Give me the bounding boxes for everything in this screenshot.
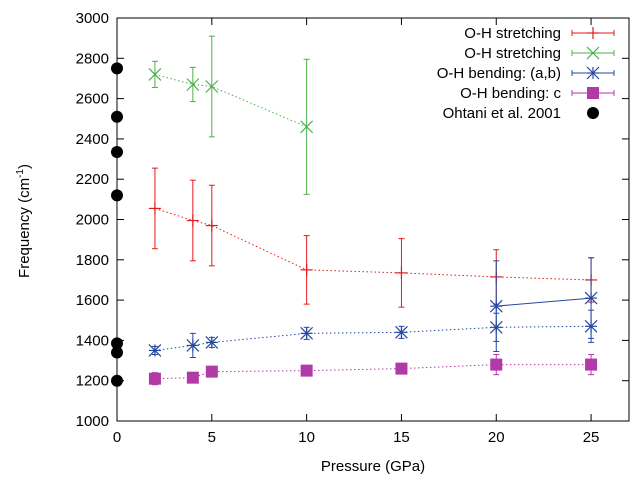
- data-point: [585, 358, 598, 371]
- x-tick-label: 10: [298, 429, 315, 446]
- legend-entry: Ohtani et al. 2001: [443, 105, 599, 122]
- legend-marker: [587, 27, 599, 39]
- data-point: [205, 219, 218, 232]
- y-tick-label: 1200: [76, 373, 109, 390]
- y-axis-label-base: Frequency (cm: [16, 178, 33, 278]
- y-tick-label: 3000: [76, 10, 109, 27]
- y-tick-label: 2400: [76, 131, 109, 148]
- legend-label: O-H stretching: [464, 25, 561, 42]
- series-line: [154, 73, 307, 128]
- data-point: [300, 364, 313, 377]
- y-tick-label: 1800: [76, 252, 109, 269]
- x-tick-label: 5: [208, 429, 216, 446]
- data-point: [148, 344, 162, 357]
- data-point: [148, 202, 161, 215]
- data-point: [395, 325, 408, 339]
- y-axis-label-sup: -1: [15, 169, 26, 178]
- data-point: [300, 263, 313, 276]
- legend-entry: O-H stretching: [464, 45, 615, 62]
- series-2: [148, 257, 598, 359]
- y-axis-label: Frequency (cm-1): [15, 164, 33, 278]
- data-point: [489, 299, 503, 313]
- legend-label: O-H bending: c: [460, 85, 561, 102]
- series-line: [154, 207, 592, 281]
- data-point: [186, 214, 199, 227]
- legend-marker: [587, 107, 599, 119]
- legend-label: O-H bending: (a,b): [437, 65, 561, 82]
- series-0: [148, 167, 598, 308]
- y-tick-label: 1400: [76, 332, 109, 349]
- series-line: [154, 364, 592, 380]
- x-tick-label: 25: [583, 429, 600, 446]
- x-tick-label: 20: [488, 429, 505, 446]
- data-point: [584, 291, 598, 305]
- series-line-solid: [496, 297, 592, 307]
- y-tick-label: 1000: [76, 413, 109, 430]
- data-point: [186, 339, 200, 352]
- series-line: [154, 325, 592, 351]
- y-tick-label: 1600: [76, 292, 109, 309]
- y-tick-label: 2800: [76, 50, 109, 67]
- legend-entry: O-H bending: c: [460, 85, 615, 102]
- data-point: [205, 365, 218, 378]
- data-point: [490, 358, 503, 371]
- data-point: [395, 266, 408, 279]
- y-tick-label: 2200: [76, 171, 109, 188]
- data-point: [584, 319, 598, 333]
- x-axis-label: Pressure (GPa): [321, 458, 425, 475]
- data-point: [205, 80, 219, 93]
- data-point: [186, 371, 199, 384]
- legend-label: O-H stretching: [464, 45, 561, 62]
- legend-marker: [586, 66, 600, 80]
- data-point: [205, 335, 219, 349]
- y-tick-label: 2000: [76, 212, 109, 229]
- x-tick-label: 15: [393, 429, 410, 446]
- legend-entry: O-H stretching: [464, 25, 615, 42]
- legend-entry: O-H bending: (a,b): [437, 65, 615, 82]
- data-point: [148, 67, 162, 81]
- axes: 1000 1200 1400 1600 1800 2000 2200 2400 2600 2800…: [76, 10, 630, 446]
- y-axis-label-tail: ): [16, 164, 33, 169]
- data-point: [148, 372, 161, 385]
- data-point: [489, 320, 503, 334]
- legend-marker: [586, 46, 600, 60]
- data-point: [186, 78, 200, 91]
- data-point: [395, 362, 408, 375]
- series-3: [148, 354, 598, 386]
- series-1: [148, 35, 314, 195]
- x-tick-label: 0: [113, 429, 121, 446]
- legend-label: Ohtani et al. 2001: [443, 105, 561, 122]
- legend: O-H stretching O-H stretching O-H bending:…: [437, 25, 615, 122]
- legend-marker: [587, 87, 599, 99]
- data-point: [300, 120, 314, 134]
- y-tick-label: 2600: [76, 91, 109, 108]
- data-point: [300, 326, 314, 340]
